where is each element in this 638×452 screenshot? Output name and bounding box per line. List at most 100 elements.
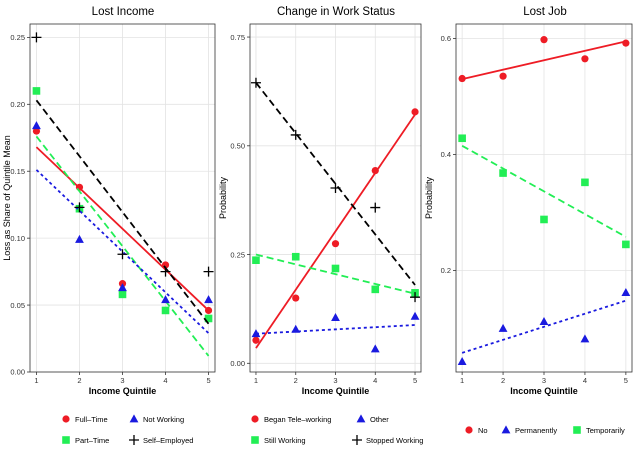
data-point: [458, 134, 466, 143]
data-point: [370, 202, 381, 213]
y-tick-label: 0.25: [230, 250, 245, 259]
data-point: [161, 306, 170, 315]
series-stopped-working: [250, 77, 421, 303]
data-point: [457, 356, 467, 365]
data-point: [31, 32, 42, 43]
data-point: [581, 55, 589, 63]
x-tick-label: 1: [254, 376, 258, 385]
legend: No Permanently Temporarily: [465, 425, 625, 435]
data-point: [580, 334, 590, 343]
data-point: [75, 234, 84, 243]
x-tick-label: 1: [460, 376, 464, 385]
data-point: [32, 127, 41, 135]
data-point: [292, 294, 300, 302]
x-axis-label: Income Quintile: [89, 386, 157, 396]
legend-label: Temporarily: [586, 426, 625, 435]
data-point: [540, 215, 548, 224]
x-tick-label: 2: [501, 376, 505, 385]
y-tick-label: 0.00: [230, 359, 245, 368]
x-tick-label: 3: [333, 376, 337, 385]
data-point: [204, 306, 213, 315]
x-tick-label: 5: [206, 376, 210, 385]
legend-marker: [356, 414, 366, 423]
y-tick-label: 0.10: [10, 234, 25, 243]
data-point: [74, 202, 85, 213]
data-point: [117, 249, 128, 260]
data-point: [291, 252, 300, 261]
data-point: [331, 313, 340, 322]
legend-marker: [251, 436, 259, 444]
data-point: [621, 287, 631, 296]
y-axis-label: Probability: [218, 176, 228, 219]
trend-line: [461, 299, 627, 354]
series-began-tele-working: [252, 108, 419, 349]
legend-marker: [62, 436, 70, 444]
chart-title: Change in Work Status: [277, 6, 395, 18]
legend-marker: [62, 415, 70, 423]
data-point: [540, 36, 548, 44]
y-tick-label: 0.05: [10, 301, 25, 310]
trend-line: [255, 82, 416, 286]
data-point: [160, 266, 171, 277]
series-temporarily: [458, 134, 630, 249]
chart-title: Lost Job: [523, 6, 566, 18]
trend-line: [35, 99, 210, 325]
y-tick-label: 0.6: [441, 34, 451, 43]
x-tick-label: 5: [413, 376, 417, 385]
data-point: [251, 329, 261, 338]
series-no: [458, 36, 630, 83]
trend-line: [461, 145, 627, 238]
legend-label: Permanently: [515, 426, 557, 435]
legend-label: Full–Time: [75, 415, 108, 424]
data-point: [622, 240, 630, 249]
x-tick-label: 3: [120, 376, 124, 385]
y-tick-label: 0.2: [441, 266, 451, 275]
legend-label: Part–Time: [75, 436, 109, 445]
data-point: [331, 240, 340, 248]
data-point: [371, 285, 380, 294]
data-point: [161, 295, 170, 304]
data-point: [499, 72, 507, 80]
data-point: [290, 129, 301, 140]
y-tick-label: 0.75: [230, 33, 245, 42]
data-point: [622, 39, 630, 47]
legend: Full–Time Part–Time Not Working Self–Employ…: [62, 414, 193, 445]
data-point: [118, 283, 127, 292]
data-point: [250, 77, 261, 88]
data-point: [32, 87, 41, 95]
data-point: [32, 121, 41, 130]
panel-3: 1 2 3 4 5 0.2 0.4 0.6 Lost Job Income Quintile Pro…: [424, 6, 633, 435]
x-axis-label: Income Quintile: [302, 386, 370, 396]
data-point: [330, 182, 341, 193]
y-tick-label: 0.20: [10, 100, 25, 109]
legend-marker: [465, 426, 473, 434]
trend-line: [255, 253, 416, 295]
data-point: [118, 290, 127, 299]
data-point: [410, 292, 421, 303]
data-point: [498, 323, 508, 332]
y-tick-label: 0.4: [441, 150, 451, 159]
y-tick-label: 0.00: [10, 368, 25, 377]
data-point: [291, 324, 301, 333]
data-point: [458, 74, 466, 83]
x-tick-label: 5: [624, 376, 628, 385]
legend-marker: [129, 414, 139, 423]
legend-marker: [352, 435, 362, 445]
data-point: [252, 256, 260, 265]
legend-label: Still Working: [264, 436, 306, 445]
series-self-employed: [31, 32, 214, 325]
data-point: [252, 336, 260, 344]
series-not-working: [32, 121, 213, 334]
legend: Began Tele–working Still Working Other Stop…: [251, 414, 423, 445]
legend-marker: [573, 426, 581, 434]
data-point: [410, 311, 420, 320]
x-tick-label: 3: [542, 376, 546, 385]
data-point: [411, 108, 419, 116]
trend-line: [461, 40, 627, 80]
y-axis-label: Loss as Share of Quintile Mean: [2, 135, 12, 261]
x-tick-label: 2: [294, 376, 298, 385]
legend-marker: [129, 435, 139, 445]
legend-label: Stopped Working: [366, 436, 423, 445]
data-point: [204, 295, 213, 304]
